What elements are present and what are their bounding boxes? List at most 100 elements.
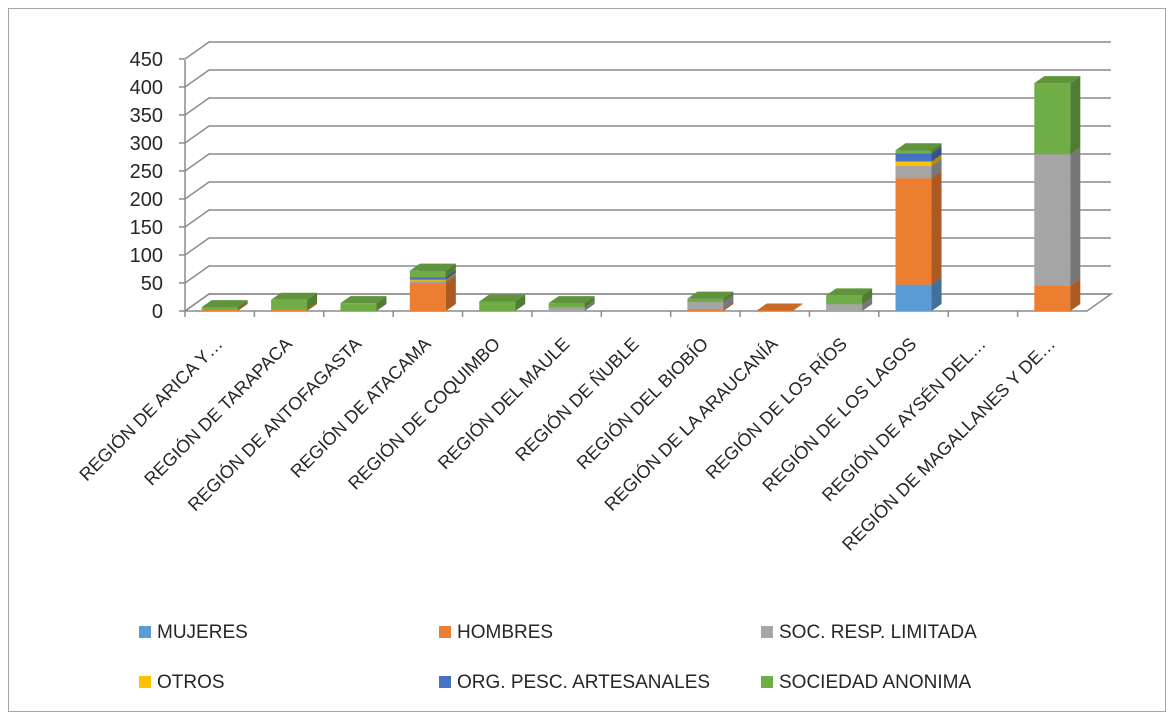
bar-segment: [271, 292, 318, 310]
bar-front: [895, 284, 932, 311]
bar-top: [409, 263, 456, 271]
bar-segment: [479, 294, 526, 311]
bar-front: [409, 283, 446, 311]
bar-segment: [826, 288, 873, 305]
bar-top: [548, 296, 595, 304]
gridline: [184, 41, 1111, 60]
y-tick-label: 150: [130, 217, 163, 239]
bar-front: [340, 303, 377, 311]
y-tick-labels: 0 50 100 150 200 250 300 350 400 450: [130, 49, 185, 323]
bar-side: [445, 270, 456, 280]
bar-side: [445, 273, 456, 283]
bar-front: [479, 301, 516, 311]
bar-side: [237, 302, 248, 311]
legend-item: SOC. RESP. LIMITADA: [761, 622, 977, 643]
bar-side: [584, 300, 595, 311]
bar-side: [445, 276, 456, 311]
bar-side: [862, 297, 873, 311]
bar-front: [895, 178, 932, 285]
legend-label: ORG. PESC. ARTESANALES: [457, 672, 710, 693]
bar-front: [826, 295, 863, 305]
x-category-label: REGIÓN DE ATACAMA: [286, 333, 435, 482]
legend-label: SOC. RESP. LIMITADA: [779, 622, 977, 643]
bar-side: [723, 291, 734, 303]
chart-floor: [182, 293, 1114, 312]
bar-side: [723, 295, 734, 310]
bar-segment: [1034, 76, 1081, 155]
legend-swatch: [139, 626, 151, 638]
x-category-label: REGIÓN DEL BIOBÍO: [572, 333, 712, 473]
bar-side: [237, 300, 248, 310]
bar-side: [931, 171, 942, 285]
bar-side: [931, 154, 942, 166]
gridline: [184, 293, 1111, 312]
bar-front: [895, 153, 932, 162]
legend-item: SOCIEDAD ANONIMA: [761, 672, 971, 693]
bar-top: [201, 300, 248, 308]
gridline: [184, 237, 1111, 256]
legend-item: ORG. PESC. ARTESANALES: [439, 672, 710, 693]
gridline: [184, 265, 1111, 284]
gridline: [184, 209, 1111, 228]
bar-segment: [895, 143, 942, 154]
bar-front: [409, 277, 446, 280]
y-tick-label: 300: [130, 133, 163, 155]
x-category-label: REGIÓN DEL MAULE: [433, 333, 573, 473]
bar-side: [307, 292, 318, 310]
gridline: [184, 97, 1111, 116]
legend: MUJERES HOMBRES SOC. RESP. LIMITADA OTROS OR…: [139, 622, 977, 693]
bar-side: [1070, 76, 1081, 155]
gridline: [184, 181, 1111, 200]
bar-segment: [1034, 278, 1081, 311]
bar-front: [895, 161, 932, 166]
y-tick-label: 50: [141, 273, 163, 295]
y-tick-label: 0: [152, 301, 163, 323]
y-tick-label: 450: [130, 49, 163, 71]
bar-side: [1070, 147, 1081, 286]
bar-segment: [895, 171, 942, 285]
legend-swatch: [439, 676, 451, 688]
bar-front: [201, 309, 238, 311]
bar-front: [548, 307, 585, 311]
legend-swatch: [761, 626, 773, 638]
bar-front: [895, 150, 932, 154]
legend-label: SOCIEDAD ANONIMA: [779, 672, 971, 693]
bar-side: [931, 277, 942, 311]
x-category-label: REGIÓN DE LOS RÍOS: [701, 333, 851, 483]
bar-top: [479, 294, 526, 302]
bar-front: [756, 310, 793, 311]
chart-frame: 0 50 100 150 200 250 300 350 400 450 REGIÓN DE AR…: [8, 8, 1166, 712]
x-category-label: REGIÓN DE ARICA Y…: [75, 333, 227, 485]
bar-segment: [548, 296, 595, 308]
bar-segment: [409, 263, 456, 278]
bar-side: [723, 302, 734, 311]
bar-front: [895, 165, 932, 179]
stacked-bar-chart: 0 50 100 150 200 250 300 350 400 450 REGIÓN DE AR…: [75, 41, 1114, 693]
bar-front: [271, 299, 308, 310]
legend-label: MUJERES: [157, 622, 248, 643]
bar-front: [1034, 285, 1071, 311]
bar-top: [271, 292, 318, 300]
bar-front: [271, 309, 308, 311]
bar-side: [862, 288, 873, 305]
bar-side: [584, 296, 595, 308]
bar-side: [931, 143, 942, 154]
x-category-labels: REGIÓN DE ARICA Y…REGIÓN DE TARAPACAREGI…: [75, 311, 1059, 555]
y-tick-label: 100: [130, 245, 163, 267]
legend-item: OTROS: [139, 672, 225, 693]
x-category-label: REGIÓN DE ÑUBLE: [511, 333, 643, 465]
bar-top: [687, 291, 734, 299]
bars: [201, 76, 1081, 311]
bar-side: [1070, 278, 1081, 311]
legend-item: HOMBRES: [439, 622, 553, 643]
gridline: [184, 125, 1111, 144]
bar-segment: [340, 296, 387, 311]
legend-swatch: [761, 676, 773, 688]
bar-front: [687, 309, 724, 311]
bar-front: [687, 302, 724, 310]
bar-side: [792, 303, 803, 311]
bar-segment: [201, 300, 248, 310]
bar-side: [515, 294, 526, 311]
bar-segment: [756, 303, 803, 311]
bar-top: [826, 288, 873, 296]
